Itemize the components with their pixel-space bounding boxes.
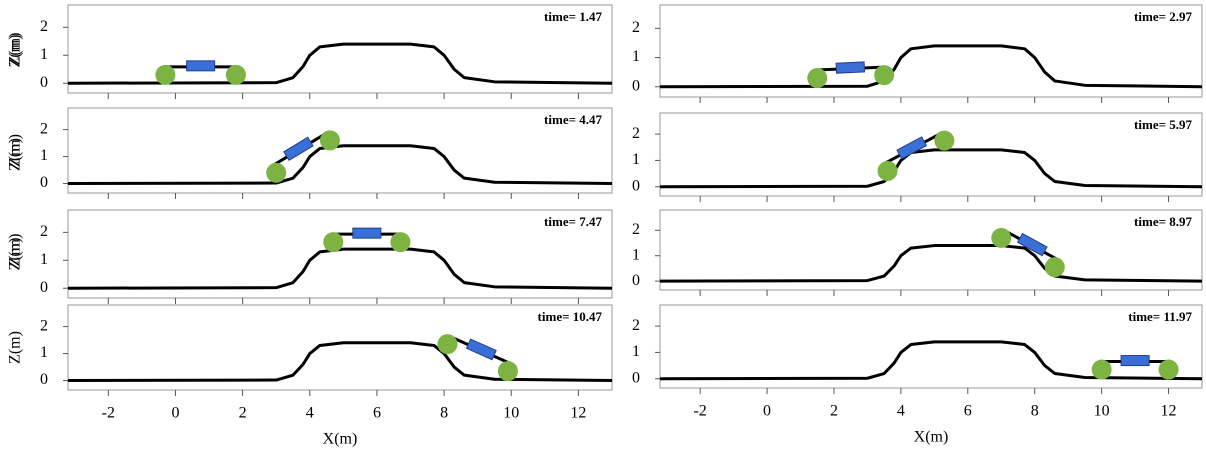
y-tick-label: 1 <box>632 343 640 360</box>
time-label: time= 10.47 <box>538 309 603 324</box>
time-label: time= 8.97 <box>1134 214 1192 229</box>
y-tick-label: 2 <box>40 120 48 137</box>
x-tick-label: 4 <box>897 403 905 420</box>
x-tick-label: 4 <box>306 405 314 422</box>
y-tick-label: 1 <box>40 46 48 63</box>
terrain-line <box>659 340 1203 381</box>
time-label: time= 7.47 <box>544 214 602 229</box>
y-tick-label: 0 <box>632 369 640 386</box>
plot-frame <box>659 209 1203 291</box>
x-tick-label: 12 <box>1161 403 1177 420</box>
wheel <box>877 160 898 181</box>
vehicle-body <box>352 227 382 239</box>
y-axis-label: Z(m) <box>7 134 24 167</box>
vehicle-body <box>896 136 928 160</box>
x-tick-label: 8 <box>1031 403 1039 420</box>
y-axis-label: Z(m) <box>7 238 24 271</box>
y-tick-label: 1 <box>632 151 640 168</box>
y-tick-label: 0 <box>632 177 640 194</box>
x-axis-label: X(m) <box>914 429 949 446</box>
time-label: time= 4.47 <box>544 112 602 127</box>
x-tick-label: -2 <box>693 403 706 420</box>
plot-frame <box>67 209 613 299</box>
y-tick-label: 2 <box>40 18 48 35</box>
y-axis-label: Z(m) <box>7 331 24 364</box>
x-tick-label: 6 <box>373 405 381 422</box>
y-tick-label: 1 <box>40 344 48 361</box>
wheel <box>437 334 458 355</box>
y-tick-label: 1 <box>40 147 48 164</box>
y-tick-label: 0 <box>40 174 48 191</box>
x-tick-label: -2 <box>102 405 115 422</box>
vehicle-body <box>283 136 314 162</box>
vehicle-body <box>1120 355 1150 367</box>
x-tick-label: 0 <box>763 403 771 420</box>
vehicle-body <box>186 60 216 72</box>
time-label: time= 2.97 <box>1134 9 1192 24</box>
wheel <box>991 227 1012 248</box>
wheel <box>934 130 955 151</box>
vehicle-body <box>465 338 497 361</box>
y-tick-label: 1 <box>632 246 640 263</box>
wheel <box>319 130 340 151</box>
time-label: time= 1.47 <box>544 9 602 24</box>
y-axis-label: Z(m) <box>7 234 24 267</box>
wheel <box>1091 359 1112 380</box>
terrain-line <box>659 148 1203 189</box>
terrain-line <box>659 44 1203 89</box>
wheel <box>225 64 246 85</box>
wheel <box>807 68 828 89</box>
x-tick-label: 0 <box>171 405 179 422</box>
terrain-line <box>67 42 613 85</box>
wheel <box>497 361 518 382</box>
y-tick-label: 1 <box>632 48 640 65</box>
time-label: time= 5.97 <box>1134 117 1192 132</box>
wheel <box>155 64 176 85</box>
x-tick-label: 10 <box>503 405 519 422</box>
x-tick-label: 2 <box>830 403 838 420</box>
y-tick-label: 0 <box>632 77 640 94</box>
y-axis-label: Z(m) <box>7 35 24 68</box>
terrain-line <box>67 341 613 383</box>
wheel <box>1044 257 1065 278</box>
y-tick-label: 2 <box>40 317 48 334</box>
wheel <box>266 162 287 183</box>
plot-frame <box>67 107 613 194</box>
x-tick-label: 2 <box>239 405 247 422</box>
y-tick-label: 0 <box>40 371 48 388</box>
terrain-line <box>659 244 1203 283</box>
time-label: time= 11.97 <box>1128 309 1192 324</box>
y-tick-label: 2 <box>632 125 640 142</box>
x-tick-label: 12 <box>570 405 586 422</box>
wheel <box>390 232 411 253</box>
plot-frame <box>659 112 1203 197</box>
y-tick-label: 2 <box>40 223 48 240</box>
vehicle-body <box>1016 232 1048 257</box>
terrain-line <box>67 247 613 290</box>
wheel <box>323 232 344 253</box>
y-tick-label: 2 <box>632 221 640 238</box>
plot-frame <box>659 304 1203 389</box>
y-axis-label: Z(m) <box>7 138 24 171</box>
wheel <box>874 65 895 86</box>
y-tick-label: 2 <box>632 19 640 36</box>
x-axis-label: X(m) <box>323 431 358 448</box>
plot-frame <box>659 4 1203 98</box>
x-tick-label: 8 <box>440 405 448 422</box>
y-tick-label: 1 <box>40 251 48 268</box>
x-tick-label: 10 <box>1094 403 1110 420</box>
wheel <box>1158 359 1179 380</box>
y-tick-label: 2 <box>632 317 640 334</box>
y-tick-label: 0 <box>632 272 640 289</box>
vehicle-body <box>835 61 866 74</box>
plot-frame <box>67 304 613 391</box>
y-axis-label: Z(m) <box>7 33 24 66</box>
x-tick-label: 6 <box>964 403 972 420</box>
y-tick-label: 0 <box>40 279 48 296</box>
terrain-line <box>67 144 613 186</box>
plot-frame <box>67 4 613 94</box>
y-tick-label: 0 <box>40 74 48 91</box>
